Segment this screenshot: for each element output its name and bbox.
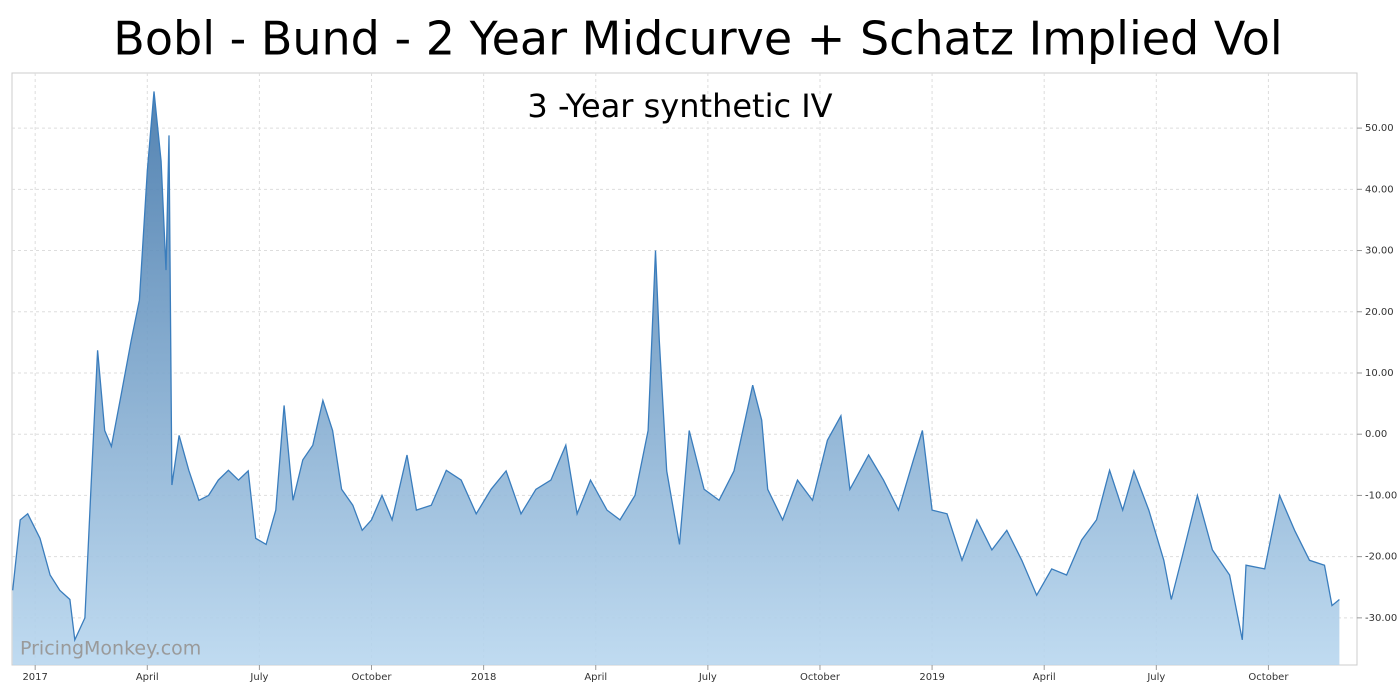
y-tick-label: -20.00 [1365,552,1397,563]
x-tick-label: April [136,672,159,683]
x-tick-label: October [351,672,392,683]
chart-title: Bobl - Bund - 2 Year Midcurve + Schatz I… [113,12,1282,66]
y-tick-label: 20.00 [1365,307,1394,318]
area-fill [12,91,1340,665]
x-tick-label: July [249,672,268,683]
chart-subtitle: 3 -Year synthetic IV [527,87,832,125]
x-tick-label: April [584,672,607,683]
watermark: PricingMonkey.com [20,638,201,660]
x-tick-label: July [698,672,717,683]
x-tick-label: 2019 [919,672,944,683]
y-tick-label: -10.00 [1365,490,1397,501]
x-tick-label: 2017 [22,672,47,683]
y-tick-label: 10.00 [1365,368,1394,379]
x-tick-label: July [1146,672,1165,683]
x-tick-label: April [1033,672,1056,683]
y-tick-label: 50.00 [1365,123,1394,134]
y-tick-label: 40.00 [1365,184,1394,195]
y-tick-label: 30.00 [1365,246,1394,257]
x-tick-label: October [1248,672,1289,683]
y-tick-label: -30.00 [1365,613,1397,624]
area-line [12,91,1340,643]
y-tick-label: 0.00 [1365,429,1387,440]
x-tick-label: 2018 [471,672,496,683]
x-tick-label: October [800,672,841,683]
